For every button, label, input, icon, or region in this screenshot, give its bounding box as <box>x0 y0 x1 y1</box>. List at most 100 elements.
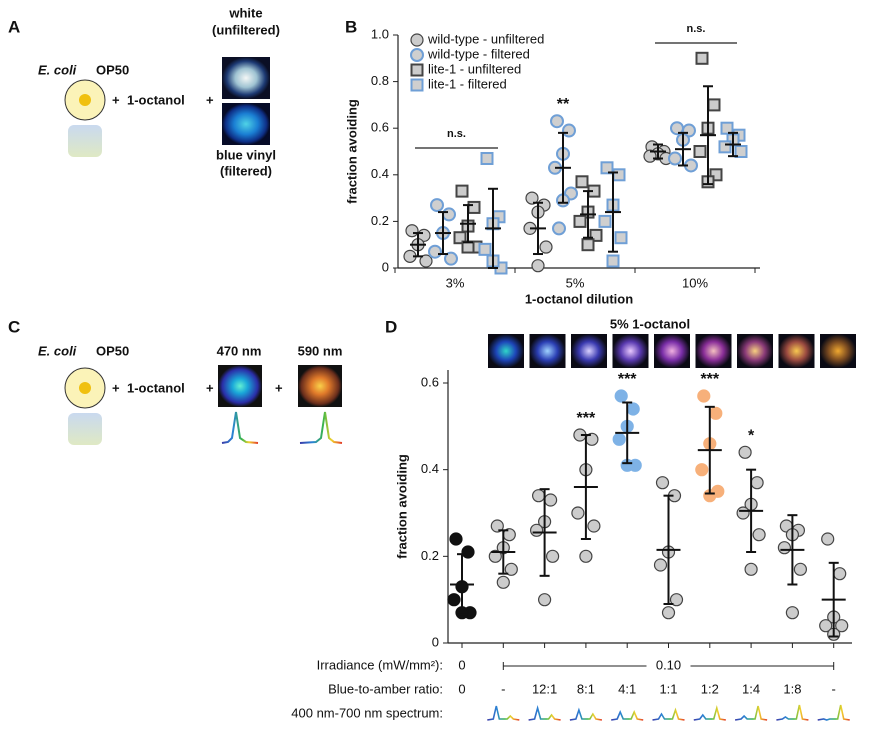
odorant-label: 1-octanol <box>127 380 185 395</box>
row-value: 12:1 <box>532 681 557 696</box>
data-point <box>537 593 552 607</box>
row-value: 1:1 <box>659 681 677 696</box>
bacteria <box>79 94 91 106</box>
x-axis-label: 1-octanol dilution <box>525 291 633 306</box>
data-point <box>614 231 628 245</box>
spectrum <box>693 704 726 721</box>
data-point <box>626 402 640 416</box>
row-label: Blue-to-amber ratio: <box>328 681 443 696</box>
data-point <box>531 259 545 273</box>
filter-label: (unfiltered) <box>212 22 280 37</box>
data-point <box>428 244 442 259</box>
y-tick-label: 0 <box>382 259 389 274</box>
data-point <box>467 200 481 214</box>
data-point <box>529 523 544 537</box>
data-point <box>581 238 595 252</box>
data-point <box>579 549 593 563</box>
legend-label: lite-1 - filtered <box>428 76 507 91</box>
light-image <box>654 334 690 368</box>
data-point <box>496 575 510 589</box>
data-point <box>562 123 576 138</box>
data-point <box>819 619 833 633</box>
panel-label: C <box>8 317 20 336</box>
data-point <box>600 161 614 175</box>
data-point <box>668 151 682 166</box>
data-point <box>709 406 723 420</box>
row-label: Irradiance (mW/mm²): <box>317 657 443 672</box>
row-value: 1:4 <box>742 681 760 696</box>
y-tick-label: 1.0 <box>371 26 389 41</box>
light-image <box>222 57 270 99</box>
strain-label: E. coli <box>38 343 77 358</box>
data-point <box>793 562 808 576</box>
plus: + <box>112 380 120 395</box>
data-point <box>750 476 764 490</box>
row-value: 1:2 <box>701 681 719 696</box>
data-point <box>539 240 553 254</box>
bacteria <box>79 382 91 394</box>
significance-label: * <box>748 428 755 445</box>
data-point <box>744 562 758 576</box>
data-point <box>453 231 467 245</box>
strain-label: E. coli <box>38 62 77 77</box>
data-point <box>405 224 419 238</box>
data-point <box>709 168 723 182</box>
significance-label: n.s. <box>447 128 466 140</box>
data-point <box>444 251 458 266</box>
chart-title: 5% 1-octanol <box>610 316 690 331</box>
row-label: 400 nm-700 nm spectrum: <box>291 705 443 720</box>
panel-label: D <box>385 317 397 336</box>
filter-label: white <box>228 5 262 20</box>
light-image <box>488 334 524 368</box>
data-point <box>410 63 424 77</box>
light-image <box>529 334 566 368</box>
data-point <box>461 545 475 559</box>
data-point <box>821 532 835 546</box>
data-point <box>833 567 847 581</box>
y-tick-label: 0.4 <box>371 166 389 181</box>
spectrum <box>299 411 343 444</box>
x-tick-label: 5% <box>566 275 585 290</box>
data-point <box>571 506 585 520</box>
filter-label: blue vinyl <box>216 147 276 162</box>
y-tick-label: 0.2 <box>371 213 389 228</box>
data-point <box>707 98 721 112</box>
data-point <box>695 51 709 65</box>
data-point <box>419 254 433 268</box>
light-image <box>737 334 773 368</box>
wavelength-label: 470 nm <box>217 343 262 358</box>
data-point <box>449 532 463 546</box>
data-point <box>695 463 709 477</box>
y-tick-label: 0.6 <box>421 374 439 389</box>
light-image <box>612 334 649 368</box>
significance-label: ** <box>557 96 570 113</box>
plus: + <box>206 380 214 395</box>
data-point <box>734 145 748 158</box>
data-point <box>669 593 684 607</box>
data-point <box>598 214 612 228</box>
data-point <box>752 528 766 542</box>
data-point <box>410 78 424 92</box>
data-point <box>653 558 668 572</box>
light-image <box>695 334 732 368</box>
light-image <box>218 365 262 407</box>
data-point <box>550 114 564 129</box>
odorant-label: 1-octanol <box>127 92 185 107</box>
data-point <box>430 198 444 213</box>
x-tick-label: 10% <box>682 275 708 290</box>
y-axis-label: fraction avoiding <box>344 99 359 204</box>
row-value: 0 <box>458 681 465 696</box>
plus: + <box>275 380 283 395</box>
spectrum <box>528 704 561 721</box>
spectrum <box>734 705 768 721</box>
data-point <box>490 519 504 533</box>
spectrum <box>221 411 259 444</box>
light-image <box>222 103 270 145</box>
data-point <box>575 175 589 189</box>
data-point <box>587 519 601 533</box>
spectrum <box>776 704 809 721</box>
wavelength-label: 590 nm <box>298 343 343 358</box>
significance-label: n.s. <box>687 23 706 35</box>
y-axis-label: fraction avoiding <box>394 454 409 559</box>
row-value: - <box>501 681 505 696</box>
